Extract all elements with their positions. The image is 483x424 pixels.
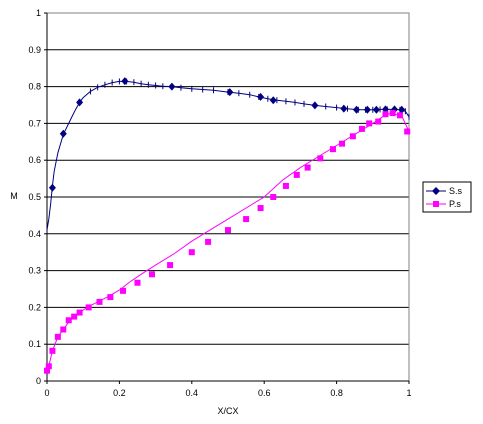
data-point bbox=[389, 110, 396, 117]
y-tick-label: 0.1 bbox=[28, 339, 41, 349]
data-point bbox=[121, 77, 129, 86]
data-point bbox=[329, 146, 336, 153]
data-point bbox=[226, 88, 234, 97]
data-point bbox=[257, 92, 265, 101]
data-point bbox=[134, 279, 141, 286]
data-point bbox=[340, 104, 348, 113]
data-point bbox=[366, 120, 373, 127]
data-point bbox=[59, 129, 67, 138]
data-point bbox=[60, 326, 67, 333]
data-point bbox=[54, 333, 61, 340]
series-layer bbox=[44, 77, 411, 374]
y-tick-label: 0.6 bbox=[28, 155, 41, 165]
data-point bbox=[293, 171, 300, 178]
data-point bbox=[120, 287, 127, 294]
legend-marker-ss bbox=[432, 187, 440, 195]
data-point bbox=[372, 105, 380, 114]
data-point bbox=[257, 205, 264, 212]
data-point bbox=[382, 111, 389, 118]
data-point bbox=[188, 249, 195, 256]
data-point bbox=[96, 298, 103, 305]
data-point bbox=[304, 164, 311, 171]
legend-label-ps: P.s bbox=[449, 199, 461, 209]
data-point bbox=[167, 262, 174, 269]
y-axis-label: M bbox=[10, 191, 18, 201]
data-point bbox=[404, 128, 411, 135]
data-point bbox=[44, 367, 50, 374]
data-point bbox=[353, 105, 361, 114]
data-point bbox=[363, 105, 371, 114]
x-tick-label: 0.2 bbox=[113, 388, 126, 398]
x-tick-label: 0.4 bbox=[186, 388, 199, 398]
x-tick-label: 1 bbox=[406, 388, 411, 398]
data-point bbox=[339, 140, 346, 147]
data-point bbox=[225, 227, 231, 234]
y-tick-label: 1 bbox=[36, 8, 41, 18]
data-point bbox=[396, 112, 403, 119]
data-point bbox=[71, 313, 78, 320]
x-tick-label: 0.6 bbox=[258, 388, 271, 398]
legend-label-ss: S.s bbox=[449, 186, 463, 196]
y-tick-label: 0.8 bbox=[28, 82, 41, 92]
x-axis-label: X/CX bbox=[217, 406, 238, 416]
series-ps bbox=[44, 110, 411, 374]
data-point bbox=[76, 98, 84, 107]
y-tick-label: 0 bbox=[36, 376, 41, 386]
data-point bbox=[107, 294, 114, 301]
y-tick-label: 0.7 bbox=[28, 118, 41, 128]
data-point bbox=[76, 309, 83, 316]
data-point bbox=[269, 96, 277, 105]
data-point bbox=[349, 133, 356, 140]
series-ss bbox=[46, 77, 410, 231]
data-point bbox=[45, 363, 52, 370]
y-tick-label: 0.2 bbox=[28, 302, 41, 312]
data-point bbox=[49, 347, 56, 354]
data-point bbox=[85, 304, 92, 311]
data-point bbox=[270, 194, 277, 200]
data-point bbox=[243, 216, 250, 223]
y-axis-ticks: 0 0.1 0.2 0.3 0.4 0.5 0.6 0.7 0.8 0.9 1 bbox=[28, 8, 47, 386]
legend-box bbox=[422, 181, 472, 213]
data-point bbox=[48, 183, 56, 192]
data-point bbox=[358, 125, 365, 132]
legend: S.s P.s bbox=[422, 181, 472, 213]
x-axis-ticks: 0 0.2 0.4 0.6 0.8 1 bbox=[44, 381, 412, 398]
data-point bbox=[282, 182, 289, 189]
data-point bbox=[398, 105, 406, 114]
data-point bbox=[317, 155, 324, 162]
x-tick-label: 0.8 bbox=[330, 388, 343, 398]
data-point bbox=[375, 118, 382, 125]
legend-marker-ps bbox=[433, 201, 439, 207]
data-point bbox=[148, 271, 155, 278]
y-tick-label: 0.5 bbox=[28, 192, 41, 202]
y-tick-label: 0.4 bbox=[28, 229, 41, 239]
y-tick-label: 0.9 bbox=[28, 45, 41, 55]
data-point bbox=[205, 238, 212, 245]
data-point bbox=[65, 317, 72, 324]
data-point bbox=[168, 82, 176, 91]
y-tick-label: 0.3 bbox=[28, 266, 41, 276]
gridlines bbox=[47, 49, 409, 345]
x-tick-label: 0 bbox=[44, 388, 49, 398]
data-point bbox=[311, 101, 319, 110]
